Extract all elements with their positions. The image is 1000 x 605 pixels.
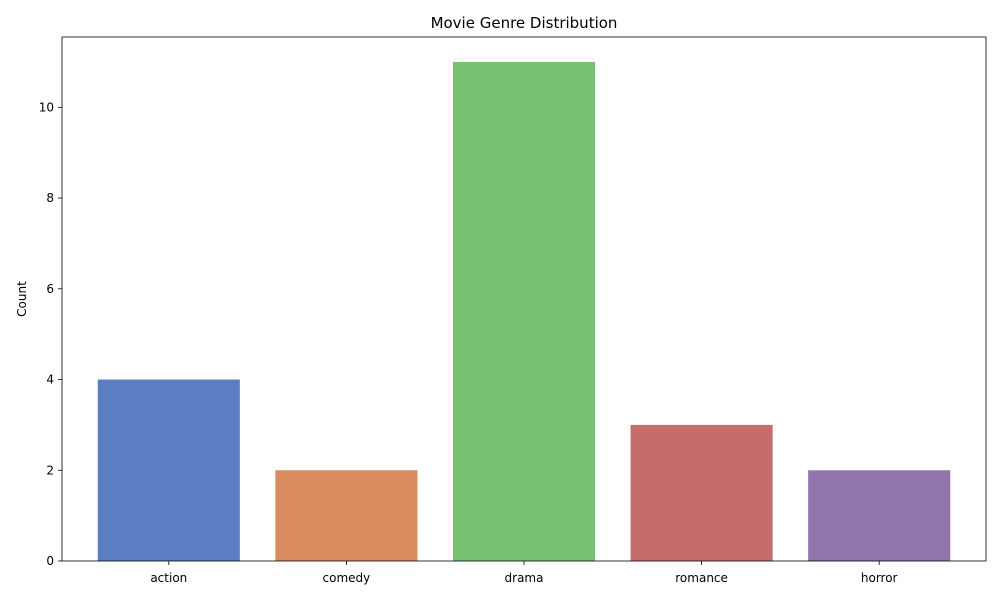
bar-horror (808, 470, 951, 561)
y-tick-label: 0 (46, 554, 54, 568)
y-tick-label: 6 (46, 282, 54, 296)
chart-title: Movie Genre Distribution (431, 14, 618, 32)
y-axis: 0 2 4 6 8 10 (39, 100, 62, 568)
x-tick-label: comedy (323, 571, 371, 585)
bar-comedy (275, 470, 418, 561)
bar-romance (630, 424, 773, 561)
bar-drama (452, 61, 596, 561)
x-tick-label: action (150, 571, 187, 585)
x-tick-label: horror (861, 571, 898, 585)
y-tick-label: 2 (46, 463, 54, 477)
y-tick-label: 10 (39, 100, 54, 114)
y-tick-label: 8 (46, 191, 54, 205)
y-axis-label: Count (15, 281, 29, 317)
bar-action (97, 379, 240, 561)
x-axis: action comedy drama romance horror (150, 561, 898, 585)
x-tick-label: drama (505, 571, 544, 585)
y-tick-label: 4 (46, 373, 54, 387)
x-tick-label: romance (675, 571, 728, 585)
bars-layer (97, 61, 951, 561)
plot-frame (61, 36, 987, 562)
